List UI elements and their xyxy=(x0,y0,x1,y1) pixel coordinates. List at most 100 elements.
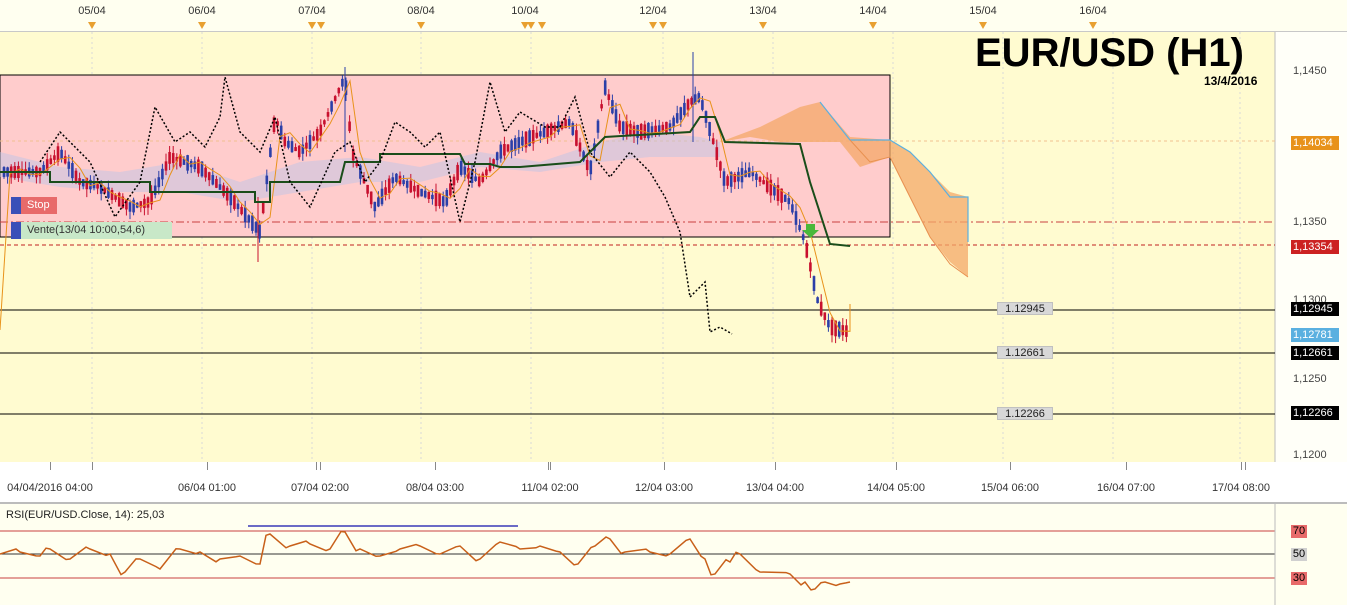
drag-handle-icon[interactable] xyxy=(11,222,21,239)
level-label-1[interactable]: 1.12945 xyxy=(997,302,1053,315)
chikou-line xyxy=(39,76,733,335)
candle-body xyxy=(816,297,819,304)
drag-handle-icon[interactable] xyxy=(11,197,21,214)
rsi-title: RSI(EUR/USD.Close, 14): 25,03 xyxy=(6,509,165,521)
candle-body xyxy=(751,172,755,177)
time-axis-label: 07/04 02:00 xyxy=(290,482,350,494)
candle-body xyxy=(841,325,845,336)
event-marker-icon[interactable] xyxy=(869,22,877,29)
rsi-chart xyxy=(0,504,1276,605)
time-axis: 04/04/2016 04:00 06/04 01:00 07/04 02:00 08… xyxy=(0,462,1347,502)
candle-body xyxy=(600,104,603,109)
event-marker-icon[interactable] xyxy=(198,22,206,29)
candle-body xyxy=(708,122,711,136)
price-tag-kumo: 1,14034 xyxy=(1291,136,1339,150)
candle-body xyxy=(110,190,114,200)
candle-body xyxy=(819,301,823,316)
candle-body xyxy=(99,181,103,194)
candle-body xyxy=(423,190,427,198)
candle-body xyxy=(315,129,319,141)
candle-body xyxy=(805,242,809,258)
price-tag-level-1: 1,12945 xyxy=(1291,302,1339,316)
candle-body xyxy=(503,144,506,156)
candle-body xyxy=(834,320,837,337)
candle-body xyxy=(830,319,834,336)
time-axis-tick xyxy=(92,462,93,470)
candle-body xyxy=(485,169,488,176)
candle-body xyxy=(762,180,765,185)
event-marker-icon[interactable] xyxy=(521,22,529,29)
candle-body xyxy=(405,180,409,188)
event-marker-icon[interactable] xyxy=(317,22,325,29)
candle-body xyxy=(193,161,197,170)
top-date-label: 12/04 xyxy=(639,5,667,17)
candle-body xyxy=(827,320,830,328)
time-axis-tick xyxy=(1010,462,1011,470)
sell-order-tag[interactable]: Vente(13/04 10:00,54,6) xyxy=(11,222,172,239)
candle-body xyxy=(279,125,283,140)
price-axis-label: 1,1200 xyxy=(1293,449,1327,461)
candle-body xyxy=(758,177,762,182)
candle-body xyxy=(377,197,380,207)
price-axis-label: 1,1450 xyxy=(1293,65,1327,77)
candle-body xyxy=(56,146,60,162)
candle-body xyxy=(535,132,539,138)
candle-body xyxy=(85,178,89,190)
candle-body xyxy=(128,202,132,212)
candle-body xyxy=(337,87,341,94)
candle-body xyxy=(492,159,495,165)
candle-body xyxy=(413,185,416,192)
candle-body xyxy=(675,113,679,123)
event-marker-icon[interactable] xyxy=(527,22,535,29)
event-marker-icon[interactable] xyxy=(417,22,425,29)
candle-body xyxy=(373,201,377,212)
candle-body xyxy=(344,80,348,96)
level-label-3[interactable]: 1.12266 xyxy=(997,407,1053,420)
candle-body xyxy=(701,100,704,110)
candle-body xyxy=(139,201,143,208)
candle-body xyxy=(333,96,337,102)
time-axis-tick xyxy=(320,462,321,470)
candle-body xyxy=(812,276,816,291)
candle-body xyxy=(67,161,71,169)
candle-body xyxy=(391,177,395,184)
candle-body xyxy=(341,78,344,87)
stop-order-tag[interactable]: Stop xyxy=(11,197,57,214)
candle-body xyxy=(308,134,312,150)
candle-body xyxy=(632,125,636,136)
rsi-level-70: 70 xyxy=(1291,525,1307,538)
rsi-panel[interactable]: RSI(EUR/USD.Close, 14): 25,03 70 50 30 xyxy=(0,502,1347,605)
event-marker-icon[interactable] xyxy=(1089,22,1097,29)
candle-body xyxy=(380,188,384,205)
candle-body xyxy=(49,158,53,165)
event-marker-icon[interactable] xyxy=(538,22,546,29)
candle-body xyxy=(117,193,121,207)
event-marker-icon[interactable] xyxy=(88,22,96,29)
candle-body xyxy=(557,121,560,132)
candle-body xyxy=(301,144,305,154)
price-chart[interactable] xyxy=(0,32,1347,462)
time-axis-tick xyxy=(896,462,897,470)
candle-body xyxy=(668,123,672,131)
candle-body xyxy=(585,159,589,171)
time-axis-tick xyxy=(550,462,551,470)
candle-body xyxy=(92,182,96,189)
rsi-level-30: 30 xyxy=(1291,572,1307,585)
sell-arrow-icon xyxy=(802,224,819,238)
event-marker-icon[interactable] xyxy=(979,22,987,29)
candle-body xyxy=(240,206,243,215)
candle-body xyxy=(409,180,413,193)
top-date-label: 13/04 xyxy=(749,5,777,17)
candle-body xyxy=(164,161,168,171)
candle-body xyxy=(643,124,647,138)
event-marker-icon[interactable] xyxy=(759,22,767,29)
candle-body xyxy=(366,184,369,194)
candle-body xyxy=(625,121,629,137)
event-marker-icon[interactable] xyxy=(649,22,657,29)
level-label-2[interactable]: 1.12661 xyxy=(997,346,1053,359)
event-marker-icon[interactable] xyxy=(308,22,316,29)
candle-body xyxy=(467,167,470,179)
candle-body xyxy=(521,136,524,146)
candle-body xyxy=(553,125,557,131)
event-marker-icon[interactable] xyxy=(659,22,667,29)
